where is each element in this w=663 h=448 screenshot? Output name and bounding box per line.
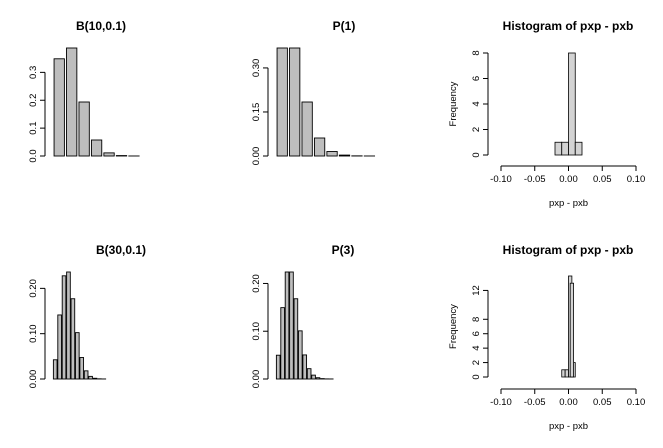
bar-7 bbox=[307, 369, 311, 379]
y-tick-label: 0.15 bbox=[251, 103, 262, 122]
y-tick-label: 0.1 bbox=[28, 122, 39, 135]
bar-9 bbox=[93, 378, 97, 379]
chart-title: P(3) bbox=[332, 243, 355, 257]
bar-6 bbox=[303, 355, 307, 379]
bar-0 bbox=[276, 355, 280, 379]
bar-0 bbox=[54, 59, 64, 156]
histogram-bar bbox=[562, 142, 569, 155]
bar-3 bbox=[314, 138, 324, 156]
histogram-bar bbox=[555, 142, 562, 155]
x-axis-label: pxp - pxb bbox=[549, 421, 588, 432]
y-tick-label: 0.20 bbox=[251, 274, 262, 293]
x-tick-label: 0.05 bbox=[593, 174, 612, 185]
y-axis-label: Frequency bbox=[448, 81, 459, 126]
x-tick-label: -0.10 bbox=[490, 174, 512, 185]
bar-6 bbox=[80, 358, 84, 379]
y-tick-label: 6 bbox=[471, 76, 482, 81]
x-tick-label: 0.00 bbox=[559, 397, 578, 408]
bar-1 bbox=[290, 48, 300, 156]
bar-5 bbox=[339, 155, 349, 156]
chart-title: B(10,0.1) bbox=[76, 19, 126, 33]
bar-4 bbox=[71, 299, 75, 379]
bar-5 bbox=[75, 333, 79, 379]
bar-4 bbox=[327, 152, 337, 156]
histogram-bar bbox=[562, 370, 565, 377]
x-tick-label: 0.10 bbox=[627, 174, 646, 185]
bar-2 bbox=[79, 102, 89, 156]
bar-7 bbox=[84, 371, 88, 379]
y-tick-label: 0.20 bbox=[28, 279, 39, 298]
y-tick-label: 0.30 bbox=[251, 59, 262, 78]
chart-title: Histogram of pxp - pxb bbox=[503, 19, 634, 33]
x-tick-label: -0.05 bbox=[524, 397, 546, 408]
y-axis-label: Frequency bbox=[448, 304, 459, 349]
y-tick-label: 6 bbox=[471, 331, 482, 336]
x-axis-label: pxp - pxb bbox=[549, 198, 588, 209]
y-tick-label: 12 bbox=[471, 285, 482, 296]
histogram-bar bbox=[575, 142, 582, 155]
bar-3 bbox=[290, 272, 294, 379]
y-tick-label: 0 bbox=[471, 152, 482, 157]
bar-0 bbox=[277, 48, 287, 156]
bar-3 bbox=[67, 272, 71, 379]
bar-2 bbox=[285, 272, 289, 379]
bar-4 bbox=[104, 153, 114, 156]
y-tick-label: 8 bbox=[471, 317, 482, 322]
y-tick-label: 0 bbox=[471, 374, 482, 379]
y-tick-label: 0.00 bbox=[251, 147, 262, 166]
bar-2 bbox=[62, 276, 66, 379]
x-tick-label: 0.10 bbox=[627, 397, 646, 408]
bar-2 bbox=[302, 102, 312, 156]
y-tick-label: 0.2 bbox=[28, 94, 39, 107]
bar-1 bbox=[281, 308, 285, 379]
y-tick-label: 4 bbox=[471, 345, 482, 350]
bar-8 bbox=[89, 376, 93, 379]
chart-title: Histogram of pxp - pxb bbox=[503, 243, 634, 257]
bar-0 bbox=[53, 360, 57, 379]
y-tick-label: 0.3 bbox=[28, 66, 39, 79]
x-tick-label: -0.10 bbox=[490, 397, 512, 408]
y-tick-label: 2 bbox=[471, 360, 482, 365]
y-tick-label: 0.10 bbox=[251, 322, 262, 341]
y-tick-label: 8 bbox=[471, 50, 482, 55]
y-tick-label: 0.00 bbox=[251, 370, 262, 389]
x-tick-label: 0.00 bbox=[559, 174, 578, 185]
histogram-bar bbox=[565, 370, 568, 377]
bar-1 bbox=[67, 48, 77, 156]
x-tick-label: -0.05 bbox=[524, 174, 546, 185]
chart-title: B(30,0.1) bbox=[96, 243, 146, 257]
bar-8 bbox=[312, 375, 316, 379]
bar-9 bbox=[316, 378, 320, 379]
y-tick-label: 2 bbox=[471, 127, 482, 132]
y-tick-label: 4 bbox=[471, 101, 482, 106]
y-tick-label: 0.10 bbox=[28, 324, 39, 343]
y-tick-label: 0.0 bbox=[28, 149, 39, 162]
chart-title: P(1) bbox=[333, 19, 356, 33]
bar-1 bbox=[58, 315, 62, 379]
histogram-bar bbox=[570, 283, 573, 377]
bar-3 bbox=[91, 140, 101, 156]
histogram-bar bbox=[569, 53, 576, 155]
x-tick-label: 0.05 bbox=[593, 397, 612, 408]
bar-4 bbox=[294, 299, 298, 379]
bar-5 bbox=[298, 331, 302, 379]
y-tick-label: 0.00 bbox=[28, 370, 39, 389]
